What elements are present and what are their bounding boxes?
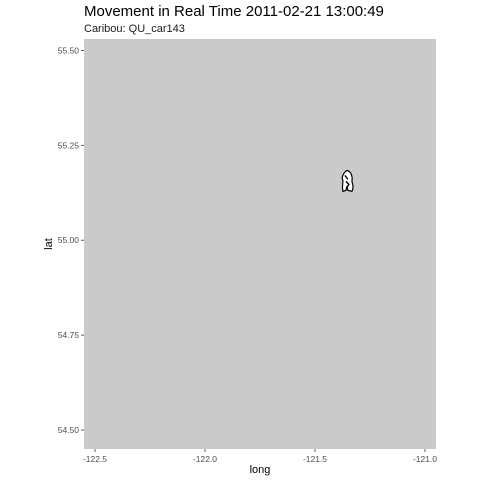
x-axis: -122.5 -122.0 -121.5 -121.0 (83, 449, 437, 464)
caribou-icon-detail (344, 174, 350, 188)
y-axis-title: lat (43, 238, 55, 250)
y-axis: 54.50 54.75 55.00 55.25 55.50 (58, 45, 84, 435)
points-layer (341, 169, 354, 193)
y-tick-label: 55.50 (58, 45, 80, 55)
y-tick-label: 54.75 (58, 330, 80, 340)
data-point (341, 169, 354, 193)
y-tick-label: 55.25 (58, 140, 80, 150)
x-axis-title: long (250, 464, 271, 476)
y-tick-label: 55.00 (58, 235, 80, 245)
x-tick-label: -121.0 (413, 454, 437, 464)
chart-subtitle: Caribou: QU_car143 (84, 23, 185, 35)
y-tick-label: 54.50 (58, 425, 80, 435)
x-tick-label: -121.5 (303, 454, 327, 464)
caribou-icon (341, 169, 354, 193)
chart-title: Movement in Real Time 2011-02-21 13:00:4… (84, 3, 384, 20)
x-tick-label: -122.5 (83, 454, 107, 464)
plot-panel (84, 39, 436, 449)
x-tick-label: -122.0 (193, 454, 217, 464)
